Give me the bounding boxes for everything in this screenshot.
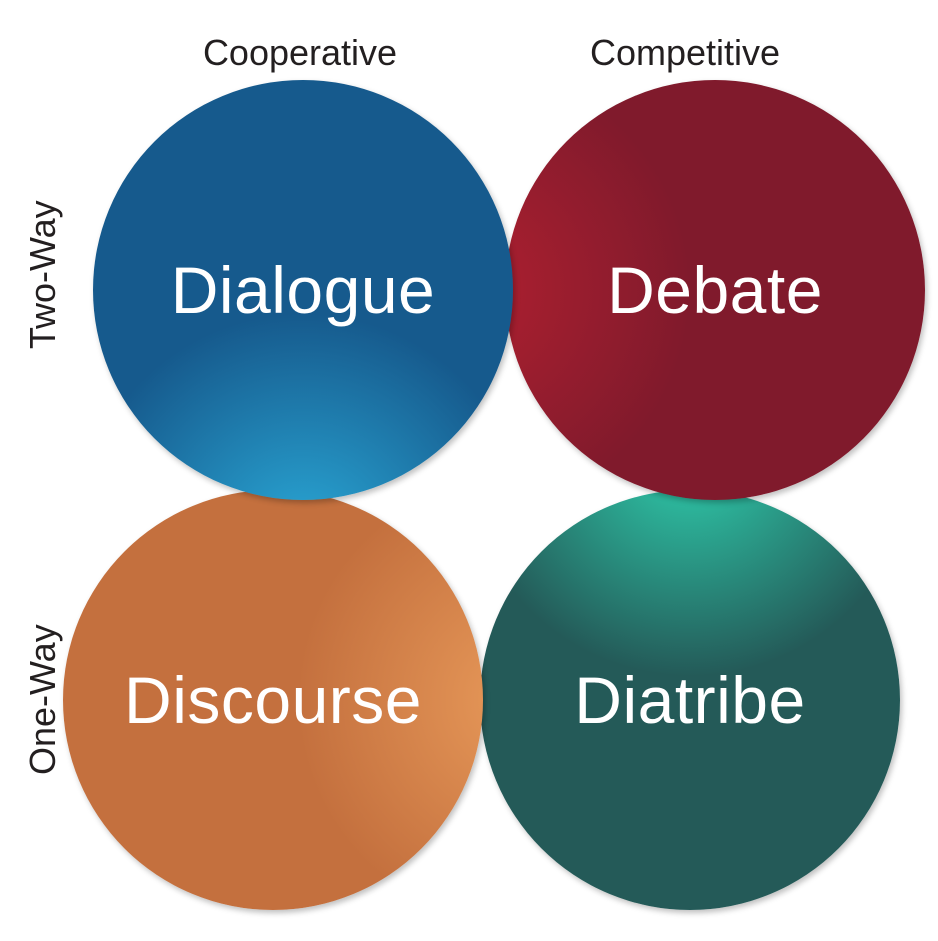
circle-label: Debate [607, 252, 823, 328]
column-header-label: Competitive [590, 32, 780, 73]
row-header-one-way: One-Way [22, 580, 64, 820]
circle-diatribe: Diatribe [480, 490, 900, 910]
circle-debate: Debate [505, 80, 925, 500]
circle-label: Dialogue [171, 252, 436, 328]
column-header-competitive: Competitive [535, 32, 835, 74]
column-header-cooperative: Cooperative [150, 32, 450, 74]
circle-label: Diatribe [574, 662, 805, 738]
quadrant-diagram: Cooperative Competitive Two-Way One-Way … [0, 0, 938, 941]
circle-discourse: Discourse [63, 490, 483, 910]
circle-label: Discourse [124, 662, 422, 738]
row-header-label: Two-Way [22, 201, 63, 350]
column-header-label: Cooperative [203, 32, 397, 73]
row-header-two-way: Two-Way [22, 155, 64, 395]
row-header-label: One-Way [22, 625, 63, 776]
circle-dialogue: Dialogue [93, 80, 513, 500]
